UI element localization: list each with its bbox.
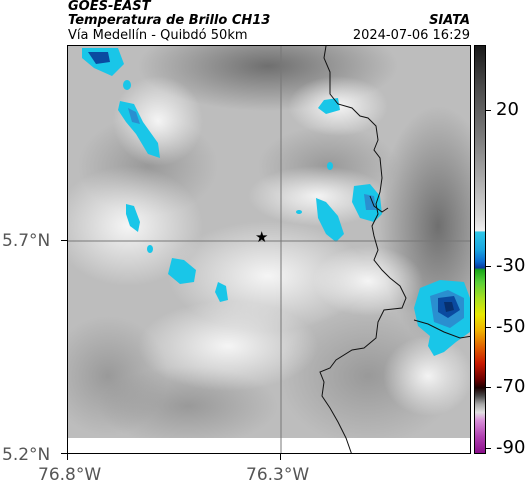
boundary-line [413,319,470,339]
colorbar-tick-label: -30 [496,255,526,276]
lat-label: 5.2°N [2,445,51,465]
satellite-title: GOES-EAST [68,0,151,14]
colorbar-tick-label: -90 [496,437,526,458]
lon-tick [280,454,281,460]
lon-label: 76.8°W [38,465,102,485]
lat-tick [61,453,67,454]
product-title: Temperatura de Brillo CH13 [68,13,271,28]
boundary-line [319,46,407,453]
brightness-temperature-image [68,46,470,453]
temperature-colorbar [474,45,486,454]
lon-label: 76.3°W [246,465,310,485]
lon-tick [67,454,68,460]
colorbar-tick-label: 20 [496,99,519,120]
colorbar-tick-label: -50 [496,316,526,337]
region-label: Vía Medellín - Quibdó 50km [68,28,248,43]
boundary-line [369,195,389,213]
lat-label: 5.7°N [2,231,51,251]
colorbar-tick-label: -70 [496,376,526,397]
datetime-label: 2024-07-06 16:29 [352,28,470,43]
lat-tick [61,240,67,241]
satellite-map[interactable]: ★ [67,45,471,454]
star-icon[interactable]: ★ [255,228,269,246]
organization-label: SIATA [429,13,470,28]
